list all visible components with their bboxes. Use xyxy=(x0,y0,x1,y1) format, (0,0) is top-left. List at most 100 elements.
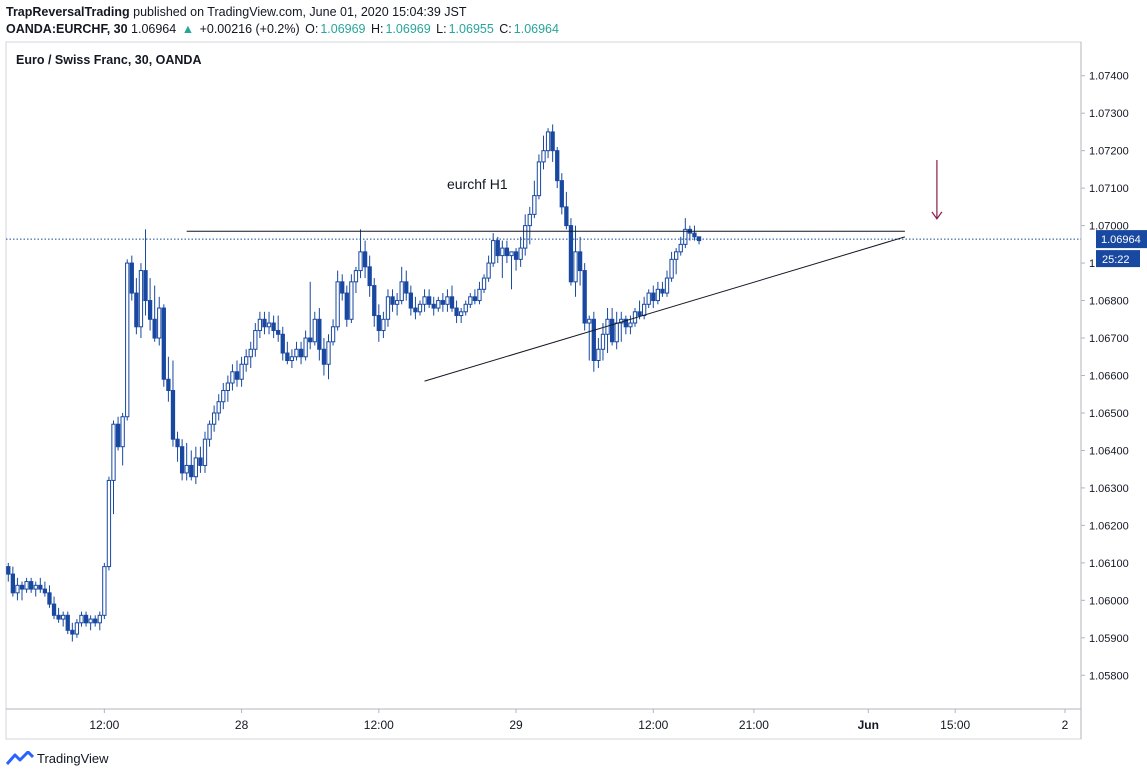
candle-body-up xyxy=(253,330,258,350)
candle-body-up xyxy=(600,333,606,350)
chart-title: Euro / Swiss Franc, 30, OANDA xyxy=(16,53,201,67)
candle-body-down xyxy=(308,337,313,343)
candle-body-up xyxy=(445,296,450,305)
candle-body-down xyxy=(582,270,587,324)
trend-line[interactable] xyxy=(424,236,906,382)
price-tick-label: 1.06700 xyxy=(1089,333,1129,345)
candle-body-down xyxy=(143,270,148,302)
candle-body-up xyxy=(184,464,189,474)
time-tick-label: 2 xyxy=(1062,718,1069,732)
published-text: published on TradingView.com, June 01, 2… xyxy=(133,5,467,19)
time-tick-label: 15:00 xyxy=(940,718,970,732)
candle-body-down xyxy=(56,614,61,620)
symbol-label: OANDA:EURCHF, 30 xyxy=(6,22,128,36)
candle-body-down xyxy=(198,457,203,466)
candle-body-up xyxy=(97,614,102,624)
candle-body-up xyxy=(193,457,198,478)
down-arrow-head xyxy=(931,211,943,220)
candle-body-down xyxy=(372,285,377,317)
candle-body-down xyxy=(42,588,48,594)
candle-body-up xyxy=(125,262,130,418)
candle-body-down xyxy=(449,296,455,309)
candle-body-up xyxy=(102,566,107,616)
candle-body-up xyxy=(385,296,391,320)
candle-body-up xyxy=(664,277,670,294)
candle-body-down xyxy=(692,232,697,238)
candle-body-down xyxy=(129,262,134,294)
candle-body-up xyxy=(79,614,84,624)
current-price-badge xyxy=(1096,230,1147,249)
candle-body-down xyxy=(271,322,276,332)
candles xyxy=(6,124,702,642)
candle-body-down xyxy=(454,307,459,317)
candle-body-up xyxy=(486,262,491,279)
candle-body-up xyxy=(436,300,441,309)
candle-body-up xyxy=(509,251,514,257)
time-tick-label: Jun xyxy=(858,718,879,732)
candle-body-up xyxy=(669,258,674,279)
candle-body-down xyxy=(404,281,409,294)
candle-body-down xyxy=(376,315,381,332)
price-tick-label: 1.06400 xyxy=(1089,445,1129,457)
candle-body-down xyxy=(29,581,34,590)
price-axis[interactable]: 1.07400 1.07300 1.07200 1.07100 1.070001.069… xyxy=(1081,71,1147,683)
candle-body-down xyxy=(280,333,285,354)
price-tick-label: 1.06100 xyxy=(1089,558,1129,570)
candle-body-up xyxy=(15,584,20,594)
candle-body-up xyxy=(545,131,551,152)
candle-body-down xyxy=(47,592,52,605)
candle-body-up xyxy=(349,281,354,320)
candle-body-up xyxy=(500,247,505,257)
countdown-badge xyxy=(1096,250,1140,268)
price-tick-label: 1.06300 xyxy=(1089,483,1129,495)
candle-body-down xyxy=(65,614,70,631)
candle-body-up xyxy=(353,270,359,283)
candle-body-up xyxy=(248,348,253,358)
candle-body-up xyxy=(683,228,688,245)
candle-body-up xyxy=(111,423,116,481)
candle-body-down xyxy=(367,266,372,287)
high-label: H: xyxy=(371,22,384,36)
candle-body-down xyxy=(152,318,157,339)
candle-body-down xyxy=(623,318,628,328)
candle-body-up xyxy=(481,277,487,290)
candle-body-up xyxy=(459,311,464,317)
candle-body-up xyxy=(417,303,423,313)
chart-header: TrapReversalTrading published on Trading… xyxy=(6,4,561,38)
candle-body-down xyxy=(19,584,25,590)
publisher-name[interactable]: TrapReversalTrading xyxy=(6,5,130,19)
candle-body-down xyxy=(6,566,11,575)
footer-brand[interactable]: TradingView xyxy=(37,750,109,766)
close-label: C: xyxy=(499,22,512,36)
countdown-label: 25:22 xyxy=(1102,254,1130,266)
candle-body-down xyxy=(234,371,240,380)
candle-body-up xyxy=(24,581,29,590)
annotation-text[interactable]: eurchf H1 xyxy=(447,176,508,192)
candle-body-up xyxy=(646,292,651,305)
candle-body-down xyxy=(555,150,560,182)
time-axis[interactable]: 12:00 28 12:00 29 12:00 21:00 Jun 15:00 2 xyxy=(89,709,1069,732)
candle-body-up xyxy=(641,303,647,317)
candle-body-down xyxy=(166,378,171,391)
candle-body-down xyxy=(637,311,642,317)
high-value: 1.06969 xyxy=(385,22,431,36)
price-tick-label: 1.06600 xyxy=(1089,371,1129,383)
last-price: 1.06964 xyxy=(131,22,177,36)
candle-body-up xyxy=(596,348,601,362)
candle-body-down xyxy=(390,296,395,305)
candle-body-up xyxy=(330,326,336,343)
candle-body-up xyxy=(491,240,496,264)
candle-body-down xyxy=(413,307,418,313)
candle-body-up xyxy=(326,341,331,365)
candle-body-up xyxy=(394,300,400,305)
candle-body-up xyxy=(358,251,363,272)
candle-body-up xyxy=(573,251,578,283)
up-arrow-icon: ▲ xyxy=(181,22,195,36)
candle-body-up xyxy=(587,318,592,324)
candle-body-up xyxy=(61,614,66,620)
candle-body-up xyxy=(239,363,244,380)
candle-body-up xyxy=(289,356,295,362)
candle-body-up xyxy=(678,243,683,253)
time-tick-label: 12:00 xyxy=(638,718,668,732)
